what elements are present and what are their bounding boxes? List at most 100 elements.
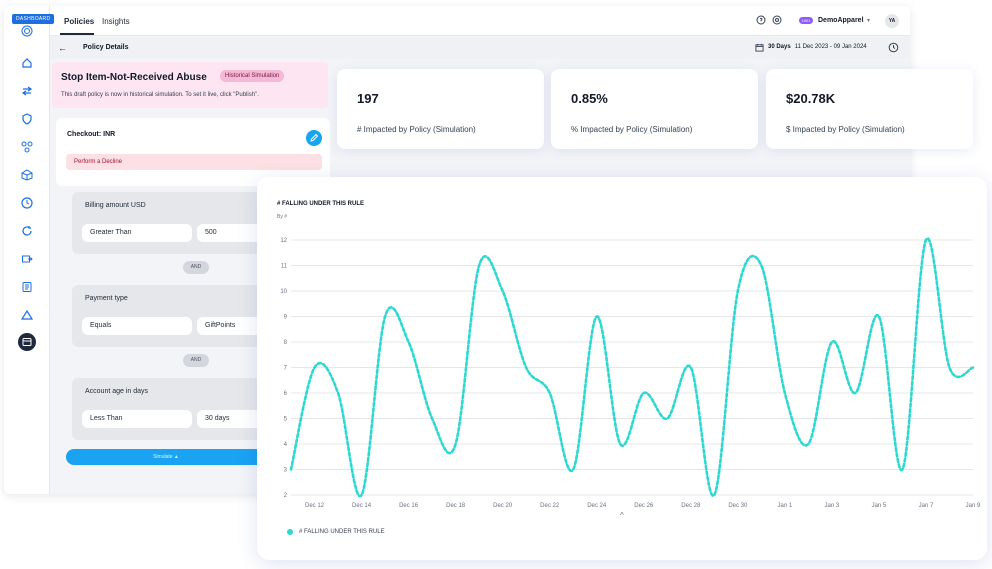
legend-label: # FALLING UNDER THIS RULE	[299, 529, 385, 535]
condition-field: Payment type	[85, 295, 128, 302]
condition-operator-select[interactable]: Less Than	[82, 410, 192, 428]
x-tick-label: Dec 14	[352, 503, 372, 509]
fingerprint-icon[interactable]	[20, 24, 34, 38]
x-tick-label: Jan 1	[778, 503, 793, 509]
data-point	[595, 315, 598, 318]
history-icon[interactable]	[888, 42, 899, 53]
y-tick-label: 3	[284, 468, 288, 474]
refresh-icon[interactable]	[20, 224, 34, 238]
help-icon[interactable]	[756, 15, 766, 25]
chart-title: # FALLING UNDER THIS RULE	[277, 201, 365, 207]
y-tick-label: 6	[284, 391, 288, 397]
clock-icon[interactable]	[20, 196, 34, 210]
checkout-title: Checkout: INR	[67, 131, 116, 138]
y-tick-label: 10	[280, 289, 287, 295]
data-point	[901, 468, 904, 471]
settings-icon[interactable]	[772, 15, 782, 25]
cube-icon[interactable]	[20, 168, 34, 182]
tab-insights[interactable]: Insights	[102, 17, 130, 26]
chart-card: # FALLING UNDER THIS RULE By # 2 3 4 5 6 7 8 9 1…	[257, 177, 987, 560]
data-point	[972, 366, 974, 369]
triangle-icon[interactable]	[20, 308, 34, 322]
data-point	[737, 290, 739, 292]
date-range-dates: 11 Dec 2023 - 09 Jan 2024	[794, 44, 867, 50]
edit-button[interactable]	[306, 130, 322, 146]
data-point	[360, 494, 363, 496]
avatar[interactable]: YA	[885, 14, 899, 28]
x-tick-label: Dec 26	[634, 503, 654, 509]
stat-card: 0.85% % Impacted by Policy (Simulation)	[551, 69, 758, 149]
stat-label: % Impacted by Policy (Simulation)	[571, 125, 693, 134]
tab-policies[interactable]: Policies	[64, 17, 95, 26]
policy-status-banner: Stop Item-Not-Received Abuse Historical …	[52, 62, 328, 108]
x-tick-label: Dec 18	[446, 503, 466, 509]
data-point	[619, 443, 622, 445]
data-point	[384, 315, 386, 318]
x-tick-label: Dec 24	[587, 503, 607, 509]
org-badge: 1001	[799, 17, 813, 24]
collapse-caret-icon[interactable]: ^	[620, 511, 624, 520]
data-point	[948, 366, 951, 369]
date-range-label: 30 Days	[768, 44, 791, 50]
x-tick-label: Jan 7	[919, 503, 934, 509]
condition-field: Account age in days	[85, 388, 149, 395]
data-point	[548, 392, 551, 394]
export-icon[interactable]	[20, 252, 34, 266]
condition-operator-select[interactable]: Greater Than	[82, 224, 192, 242]
data-point	[760, 264, 763, 267]
calendar-icon[interactable]	[755, 43, 764, 52]
edit-icon	[310, 133, 319, 142]
document-icon[interactable]	[20, 280, 34, 294]
data-point	[501, 290, 504, 292]
x-tick-label: Dec 12	[305, 503, 325, 509]
top-bar: Policies Insights 1001 DemoApparel ▾ YA	[50, 6, 910, 36]
condition-block: Payment type Equals GiftPoints	[72, 285, 272, 347]
home-icon[interactable]	[20, 56, 34, 70]
dashboard-tag: DASHBOARD	[12, 14, 55, 24]
date-range-picker[interactable]: 30 Days 11 Dec 2023 - 09 Jan 2024	[768, 44, 867, 50]
condition-value-input[interactable]: GiftPoints	[197, 317, 272, 335]
arrows-icon[interactable]	[20, 84, 34, 98]
calendar-icon[interactable]	[18, 333, 36, 351]
page-title: Policy Details	[83, 44, 129, 51]
org-switcher[interactable]: DemoApparel	[818, 17, 864, 24]
condition-field: Billing amount USD	[85, 202, 146, 209]
data-point	[925, 239, 927, 241]
chevron-down-icon[interactable]: ▾	[867, 18, 871, 24]
stat-card: $20.78K $ Impacted by Policy (Simulation…	[766, 69, 973, 149]
network-icon[interactable]	[20, 140, 34, 154]
legend-swatch	[287, 529, 293, 535]
data-point	[525, 366, 527, 369]
y-tick-label: 4	[284, 442, 288, 448]
data-point	[478, 264, 480, 267]
y-tick-label: 9	[284, 315, 288, 321]
policy-note: This draft policy is now in historical s…	[61, 92, 259, 98]
stat-label: # Impacted by Policy (Simulation)	[357, 125, 476, 134]
stat-value: 197	[357, 91, 379, 106]
shield-icon[interactable]	[20, 112, 34, 126]
condition-value-input[interactable]: 500	[197, 224, 272, 242]
x-tick-label: Jan 5	[872, 503, 887, 509]
data-point	[407, 341, 410, 343]
stat-card: 197 # Impacted by Policy (Simulation)	[337, 69, 544, 149]
data-point	[878, 315, 880, 318]
x-tick-label: Dec 22	[540, 503, 560, 509]
line-chart: 2 3 4 5 6 7 8 9 10 11 12 Dec 12 Dec 14 Dec 16 Dec 18 De…	[280, 237, 981, 509]
condition-operator-select[interactable]: Equals	[82, 317, 192, 335]
chart-subtitle: By #	[277, 214, 288, 220]
sub-header: ← Policy Details 30 Days 11 Dec 2023 - 09…	[50, 37, 910, 59]
back-arrow-icon[interactable]: ←	[58, 43, 67, 53]
and-joiner: AND	[183, 354, 209, 367]
simulate-button[interactable]: Simulate ▲	[66, 449, 266, 465]
stat-value: 0.85%	[571, 91, 608, 106]
x-tick-label: Dec 30	[728, 503, 748, 509]
data-point	[313, 366, 316, 369]
y-tick-label: 2	[284, 493, 288, 499]
y-tick-label: 7	[284, 366, 288, 372]
simulation-badge: Historical Simulation	[220, 70, 285, 82]
chart-legend[interactable]: # FALLING UNDER THIS RULE	[287, 529, 385, 535]
data-point	[666, 417, 669, 420]
stat-label: $ Impacted by Policy (Simulation)	[786, 125, 905, 134]
condition-value-input[interactable]: 30 days	[197, 410, 272, 428]
y-tick-label: 8	[284, 340, 288, 346]
